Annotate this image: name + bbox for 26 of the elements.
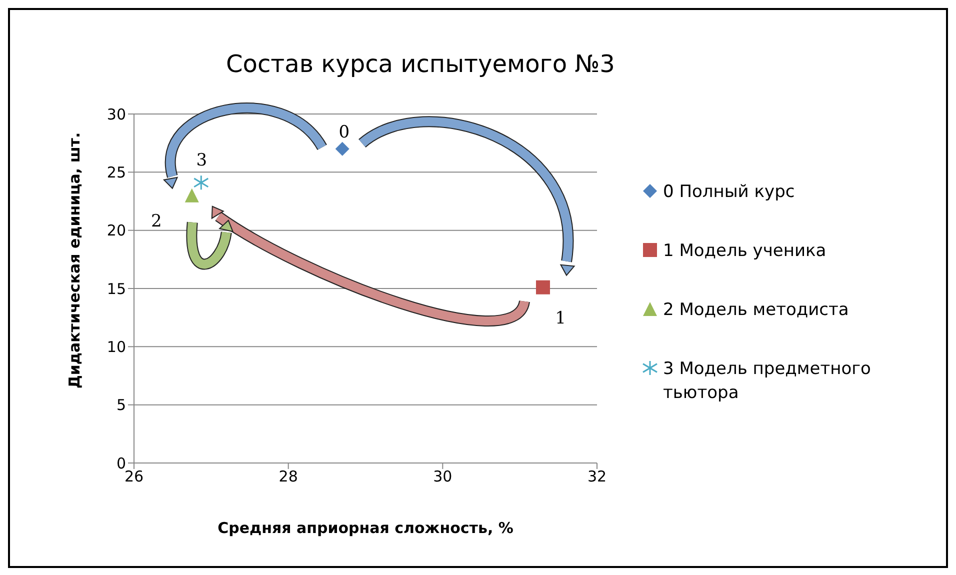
annotation: 0 [338,122,350,142]
point [184,188,199,202]
legend-label: 1 Модель ученика [663,240,828,263]
y-tick-label: 25 [106,163,126,182]
annotation: 1 [555,308,566,328]
x-tick-label: 32 [587,468,607,486]
point [335,142,350,156]
legend-label: 0 Полный курс [663,181,796,204]
y-tick-label: 30 [106,105,126,124]
annotation: 2 [150,211,162,232]
x-tick-label: 28 [278,468,298,486]
y-tick-label: 20 [106,222,126,240]
y-tick-label: 5 [116,396,126,414]
legend-label: 2 Модель методиста [663,299,850,322]
y-tick-label: 15 [106,280,126,298]
x-axis-title: Средняя априорная сложность, % [218,519,514,537]
x-tick-label: 26 [124,468,144,486]
chart-title: Состав курса испытуемого №3 [225,50,616,78]
point [536,280,550,294]
y-tick-label: 10 [106,338,126,356]
x-tick-label: 30 [433,468,452,486]
legend-label: 3 Модель предметного тьютора [663,358,872,405]
y-tick-label: 0 [116,454,126,472]
y-axis-title: Дидактическая единица, шт. [65,132,84,388]
point [193,174,209,190]
annotation: 3 [196,150,208,170]
